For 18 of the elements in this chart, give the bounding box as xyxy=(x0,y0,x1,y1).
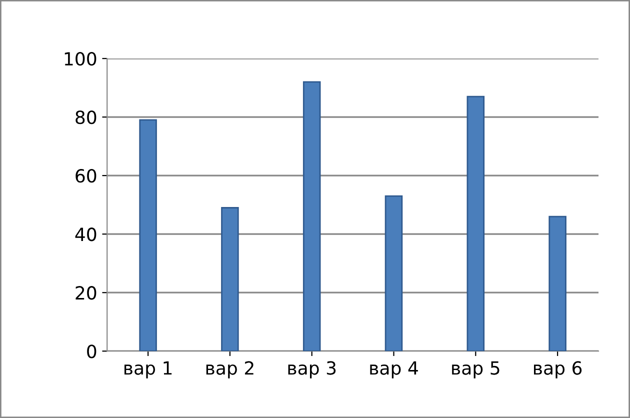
bar xyxy=(221,207,239,352)
x-tick-label: вар 3 xyxy=(288,361,336,378)
x-tick-label: вар 5 xyxy=(452,361,500,378)
y-tick-label: 60 xyxy=(76,169,96,183)
y-tick-label: 0 xyxy=(87,344,96,358)
y-tick-label: 80 xyxy=(76,110,96,124)
x-tick-label: вар 2 xyxy=(206,361,254,378)
y-tick-label: 20 xyxy=(76,286,96,300)
y-tick-label: 40 xyxy=(75,228,96,242)
x-tick-label: вар 6 xyxy=(534,361,582,378)
y-tick-label: 100 xyxy=(64,52,96,66)
bar xyxy=(466,96,485,352)
x-tick-label: вар 4 xyxy=(370,361,418,378)
x-tick-label: вар 1 xyxy=(124,361,172,378)
bar xyxy=(548,216,566,352)
bar xyxy=(302,81,321,352)
bar xyxy=(139,119,157,352)
bar xyxy=(384,195,403,352)
